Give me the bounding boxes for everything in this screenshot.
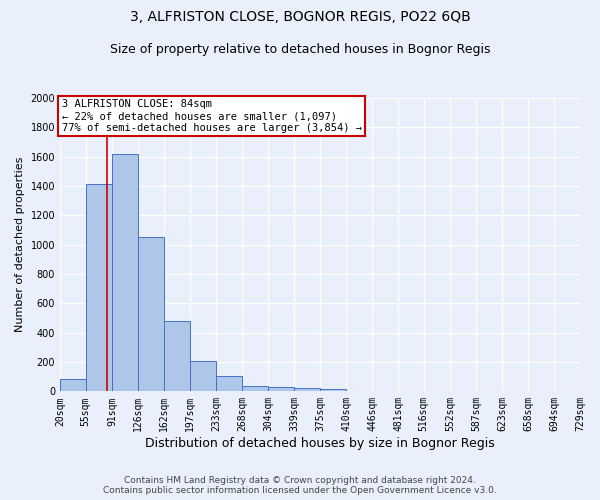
Y-axis label: Number of detached properties: Number of detached properties (15, 157, 25, 332)
Text: Size of property relative to detached houses in Bognor Regis: Size of property relative to detached ho… (110, 42, 490, 56)
Bar (294, 388, 320, 392)
Text: 3, ALFRISTON CLOSE, BOGNOR REGIS, PO22 6QB: 3, ALFRISTON CLOSE, BOGNOR REGIS, PO22 6… (130, 10, 470, 24)
X-axis label: Distribution of detached houses by size in Bognor Regis: Distribution of detached houses by size … (145, 437, 495, 450)
Text: 3 ALFRISTON CLOSE: 84sqm
← 22% of detached houses are smaller (1,097)
77% of sem: 3 ALFRISTON CLOSE: 84sqm ← 22% of detach… (62, 100, 362, 132)
Bar (268, 388, 294, 392)
Bar (216, 376, 242, 392)
Bar (164, 321, 190, 392)
Bar (86, 184, 112, 392)
Bar (60, 379, 86, 392)
Bar (138, 238, 164, 392)
Bar (320, 389, 346, 392)
Bar (112, 154, 138, 392)
Bar (190, 362, 216, 392)
Text: Contains HM Land Registry data © Crown copyright and database right 2024.
Contai: Contains HM Land Registry data © Crown c… (103, 476, 497, 495)
Bar (242, 386, 268, 392)
